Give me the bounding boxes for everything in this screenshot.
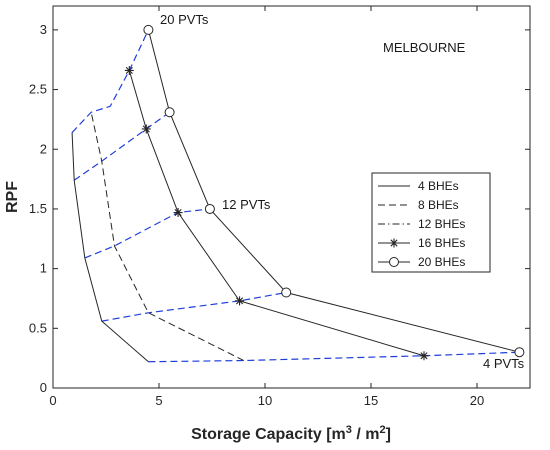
annotation-12-pvts: 12 PVTs <box>222 197 271 212</box>
y-axis-label: RPF <box>4 181 21 213</box>
x-tick-label: 20 <box>470 393 484 408</box>
legend-marker-4 <box>389 257 399 267</box>
pv-line-0 <box>148 351 520 363</box>
x-axis-label-sup1: 3 <box>346 424 352 436</box>
x-tick-label: 10 <box>258 393 272 408</box>
annotation-20-pvts: 20 PVTs <box>160 12 209 27</box>
x-axis-label-mid: / m <box>352 426 380 443</box>
series-marker-4 <box>281 287 292 298</box>
series-line-0 <box>71 132 149 363</box>
x-axis-label-sup2: 2 <box>379 424 385 436</box>
legend-label-4: 20 BHEs <box>418 255 465 269</box>
series-line-1 <box>90 112 245 361</box>
pv-line-4 <box>71 29 149 133</box>
series-marker-4 <box>204 203 215 214</box>
legend-label-0: 4 BHEs <box>418 179 459 193</box>
pv-line-1 <box>101 291 287 322</box>
y-tick-label: 3 <box>40 22 47 37</box>
series-marker-3 <box>141 124 151 134</box>
legend-marker-3 <box>389 238 399 248</box>
y-tick-label: 0 <box>40 380 47 395</box>
x-axis-label-end: ] <box>386 426 391 443</box>
x-tick-label: 5 <box>155 393 162 408</box>
series-marker-3 <box>235 296 245 306</box>
pv-line-3 <box>73 111 170 181</box>
series-lines <box>71 24 525 363</box>
x-tick-label: 15 <box>364 393 378 408</box>
pv-line-2 <box>84 208 210 259</box>
legend-box <box>371 172 491 273</box>
annotation-4-pvts: 4 PVTs <box>483 356 525 371</box>
legend-label-2: 12 BHEs <box>418 217 465 231</box>
series-marker-4 <box>143 24 154 35</box>
legend-label-3: 16 BHEs <box>418 236 465 250</box>
y-tick-label: 0.5 <box>29 320 47 335</box>
legend: 4 BHEs 8 BHEs 12 BHEs 16 BHEs 20 BHEs <box>371 172 491 273</box>
series-marker-3 <box>419 351 429 361</box>
y-tick-label: 1.5 <box>29 201 47 216</box>
y-tick-label: 2 <box>40 141 47 156</box>
axis-ticks: 0 5 10 15 20 0 0.5 1 1.5 2 2.5 3 <box>29 6 530 408</box>
x-tick-label: 0 <box>49 393 56 408</box>
x-axis-label: Storage Capacity [m3 / m2] <box>191 424 391 443</box>
series-marker-3 <box>124 65 134 75</box>
annotation-city: MELBOURNE <box>383 40 466 55</box>
y-tick-label: 1 <box>40 261 47 276</box>
legend-label-1: 8 BHEs <box>418 198 459 212</box>
y-tick-label: 2.5 <box>29 82 47 97</box>
series-marker-3 <box>173 208 183 218</box>
series-marker-4 <box>164 107 175 118</box>
series-marker-4 <box>514 347 525 358</box>
x-axis-label-main: Storage Capacity [m <box>191 426 346 443</box>
pv-lines <box>71 29 520 363</box>
